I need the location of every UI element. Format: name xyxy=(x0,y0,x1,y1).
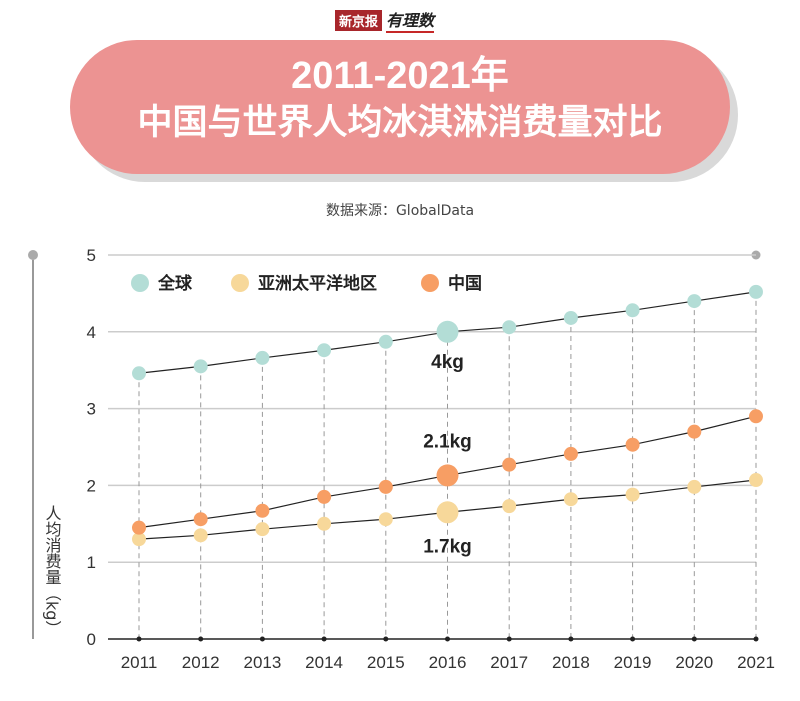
data-point-global xyxy=(317,343,332,358)
x-tick-label: 2015 xyxy=(367,653,405,672)
data-point-china xyxy=(132,520,146,535)
x-tick-dot xyxy=(568,636,574,642)
legend-swatch-global xyxy=(131,274,149,292)
x-tick-label: 2016 xyxy=(429,653,467,672)
x-tick-label: 2013 xyxy=(243,653,281,672)
data-point-global xyxy=(436,320,459,343)
data-annotation: 4kg xyxy=(431,352,464,373)
data-point-asia xyxy=(563,492,578,507)
x-tick-dot xyxy=(753,636,759,642)
legend-swatch-asia xyxy=(231,274,249,292)
x-tick-label: 2014 xyxy=(305,653,343,672)
x-tick-label: 2021 xyxy=(737,653,775,672)
data-annotation: 1.7kg xyxy=(423,536,472,557)
axis-top-dot xyxy=(28,250,38,260)
data-source: 数据来源：GlobalData xyxy=(325,203,475,219)
y-axis-label: 人均消费量（kg） xyxy=(43,505,62,636)
data-point-china xyxy=(436,464,459,487)
y-tick-label: 0 xyxy=(87,630,96,649)
data-point-china xyxy=(625,437,640,452)
data-point-global xyxy=(625,303,640,318)
y-tick-label: 5 xyxy=(87,246,96,265)
data-point-china xyxy=(255,503,270,518)
legend-label: 中国 xyxy=(448,273,482,294)
legend-label: 全球 xyxy=(157,273,193,294)
data-point-asia xyxy=(625,487,640,502)
data-point-china xyxy=(502,457,517,472)
x-tick-label: 2017 xyxy=(490,653,528,672)
y-tick-label: 1 xyxy=(87,553,96,572)
data-point-china xyxy=(749,409,763,424)
x-tick-dot xyxy=(136,636,142,642)
x-tick-dot xyxy=(198,636,204,642)
data-point-global xyxy=(502,320,517,335)
data-point-asia xyxy=(502,499,517,514)
data-point-global xyxy=(687,294,702,309)
x-tick-dot xyxy=(321,636,327,642)
x-tick-dot xyxy=(259,636,265,642)
data-point-asia xyxy=(255,522,270,537)
x-tick-dot xyxy=(506,636,512,642)
data-point-asia xyxy=(193,528,208,543)
legend-label: 亚洲太平洋地区 xyxy=(258,273,377,294)
y-tick-label: 4 xyxy=(87,323,96,342)
data-point-asia xyxy=(749,473,763,488)
data-point-asia xyxy=(317,516,332,531)
data-point-china xyxy=(687,424,702,439)
data-point-global xyxy=(255,350,270,365)
x-tick-label: 2019 xyxy=(614,653,652,672)
x-tick-label: 2020 xyxy=(675,653,713,672)
data-point-asia xyxy=(436,501,459,524)
data-point-asia xyxy=(132,532,146,547)
x-tick-label: 2018 xyxy=(552,653,590,672)
data-annotation: 2.1kg xyxy=(423,431,472,452)
logo-brand: 新京报 xyxy=(335,9,383,31)
data-point-china xyxy=(563,446,578,461)
data-point-global xyxy=(132,366,146,381)
data-point-china xyxy=(378,479,393,494)
data-point-global xyxy=(193,359,208,374)
data-point-asia xyxy=(378,512,393,527)
data-point-asia xyxy=(687,479,702,494)
x-tick-label: 2011 xyxy=(121,653,158,672)
data-point-global xyxy=(378,334,393,349)
x-tick-dot xyxy=(445,636,450,642)
title-banner: 2011-2021年 中国与世界人均冰淇淋消费量对比 xyxy=(70,40,730,174)
data-point-china xyxy=(193,512,208,527)
x-tick-dot xyxy=(691,636,697,642)
logo-column: 有理数 xyxy=(386,7,435,33)
y-tick-label: 2 xyxy=(87,476,96,495)
data-point-china xyxy=(317,489,332,504)
title-line2: 中国与世界人均冰淇淋消费量对比 xyxy=(137,103,663,143)
data-point-global xyxy=(749,284,763,299)
x-tick-dot xyxy=(383,636,389,642)
x-tick-dot xyxy=(630,636,636,642)
data-point-global xyxy=(563,310,578,325)
legend-swatch-china xyxy=(421,274,439,292)
logo: 新京报 有理数 xyxy=(335,7,435,33)
x-tick-label: 2012 xyxy=(182,653,220,672)
y-tick-label: 3 xyxy=(87,400,96,419)
title-line1: 2011-2021年 xyxy=(291,55,509,97)
